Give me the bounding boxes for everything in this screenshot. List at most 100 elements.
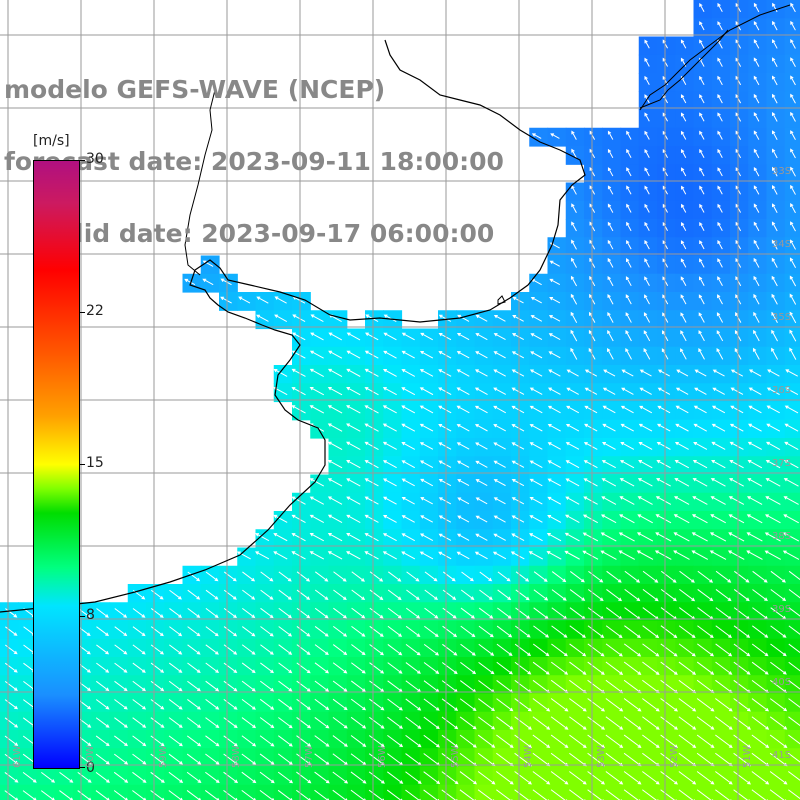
wind-arrow [223, 735, 238, 747]
wind-arrow [771, 329, 778, 342]
wind-arrow [771, 239, 778, 250]
wind-arrow [328, 350, 343, 359]
wind-arrow [751, 661, 769, 675]
wind-arrow [346, 423, 361, 432]
wind-arrow [441, 716, 459, 730]
wind-arrow [530, 351, 543, 359]
wind-arrow [132, 717, 147, 728]
colorbar-tickmark [79, 616, 85, 617]
wind-arrow [296, 662, 311, 674]
wind-arrow [493, 479, 506, 487]
wind-arrow [747, 459, 763, 469]
wind-arrow [475, 442, 488, 450]
wind-arrow [114, 735, 129, 747]
wind-arrow [314, 735, 330, 747]
wind-arrow [186, 771, 202, 784]
wind-arrow [150, 717, 165, 728]
wind-speed-cell [784, 237, 800, 257]
wind-arrow [77, 717, 92, 728]
wind-arrow [277, 771, 294, 784]
wind-arrow [587, 625, 605, 639]
wind-arrow [788, 680, 800, 690]
wind-arrow [95, 771, 110, 783]
wind-arrow [636, 550, 654, 560]
wind-arrow [168, 790, 183, 800]
wind-arrow [296, 644, 311, 655]
wind-speed-cell [784, 474, 800, 494]
wind-arrow [623, 789, 641, 800]
wind-arrow [626, 221, 632, 232]
wind-arrow [95, 717, 110, 728]
wind-arrow [790, 239, 796, 250]
wind-arrow [296, 735, 312, 747]
wind-arrow [600, 550, 617, 560]
wind-arrow [644, 57, 650, 67]
wind-arrow [548, 315, 561, 322]
wind-arrow [259, 698, 275, 710]
wind-arrow [788, 643, 800, 654]
wind-arrow [790, 221, 796, 232]
wind-arrow [698, 330, 705, 342]
wind-arrow [351, 607, 366, 619]
wind-arrow [511, 515, 525, 523]
wind-arrow [752, 625, 769, 638]
wind-arrow [771, 311, 778, 323]
lat-label: 41S [772, 750, 792, 761]
wind-arrow [150, 680, 165, 692]
wind-speed-cell [784, 255, 800, 275]
wind-arrow [327, 533, 343, 542]
wind-arrow [602, 442, 616, 450]
wind-arrow [699, 112, 705, 122]
wind-arrow [547, 478, 561, 487]
wind-arrow [515, 589, 530, 601]
wind-arrow [96, 644, 110, 655]
wind-arrow [405, 771, 422, 784]
wind-arrow [186, 753, 202, 765]
wind-arrow [600, 514, 617, 524]
wind-arrow [547, 424, 561, 432]
wind-arrow [532, 771, 551, 785]
wind-arrow [292, 314, 306, 322]
wind-arrow [346, 478, 361, 487]
wind-arrow [697, 589, 714, 602]
wind-arrow [4, 662, 18, 673]
wind-arrow [406, 589, 420, 601]
wind-arrow [698, 312, 705, 323]
wind-arrow [788, 570, 800, 581]
wind-arrow [752, 570, 768, 583]
wind-arrow [314, 589, 329, 600]
wind-arrow [296, 789, 311, 800]
wind-arrow [333, 589, 347, 601]
wind-arrow [533, 589, 549, 601]
wind-arrow [364, 460, 379, 469]
wind-speed-cell [36, 784, 56, 800]
wind-arrow [772, 148, 778, 159]
wind-arrow [571, 221, 577, 232]
wind-arrow [260, 626, 274, 637]
wind-arrow [456, 369, 470, 377]
wind-arrow [438, 497, 452, 505]
wind-speed-cell [474, 784, 494, 800]
wind-arrow [769, 734, 788, 749]
wind-arrow [309, 533, 325, 542]
wind-arrow [711, 441, 726, 450]
wind-arrow [680, 348, 687, 360]
wind-arrow [753, 311, 760, 323]
wind-arrow [565, 423, 580, 432]
wind-arrow [291, 514, 306, 523]
wind-arrow [113, 790, 128, 800]
wind-arrow [771, 221, 778, 232]
wind-arrow [479, 571, 493, 582]
wind-arrow [202, 260, 214, 267]
wind-arrow [569, 643, 587, 657]
wind-arrow [309, 405, 325, 414]
wind-arrow [493, 533, 506, 541]
wind-arrow [587, 789, 604, 800]
wind-arrow [642, 698, 660, 712]
wind-speed-cell [18, 784, 38, 800]
wind-arrow [638, 441, 653, 450]
wind-arrow [625, 330, 632, 342]
wind-arrow [582, 514, 598, 524]
